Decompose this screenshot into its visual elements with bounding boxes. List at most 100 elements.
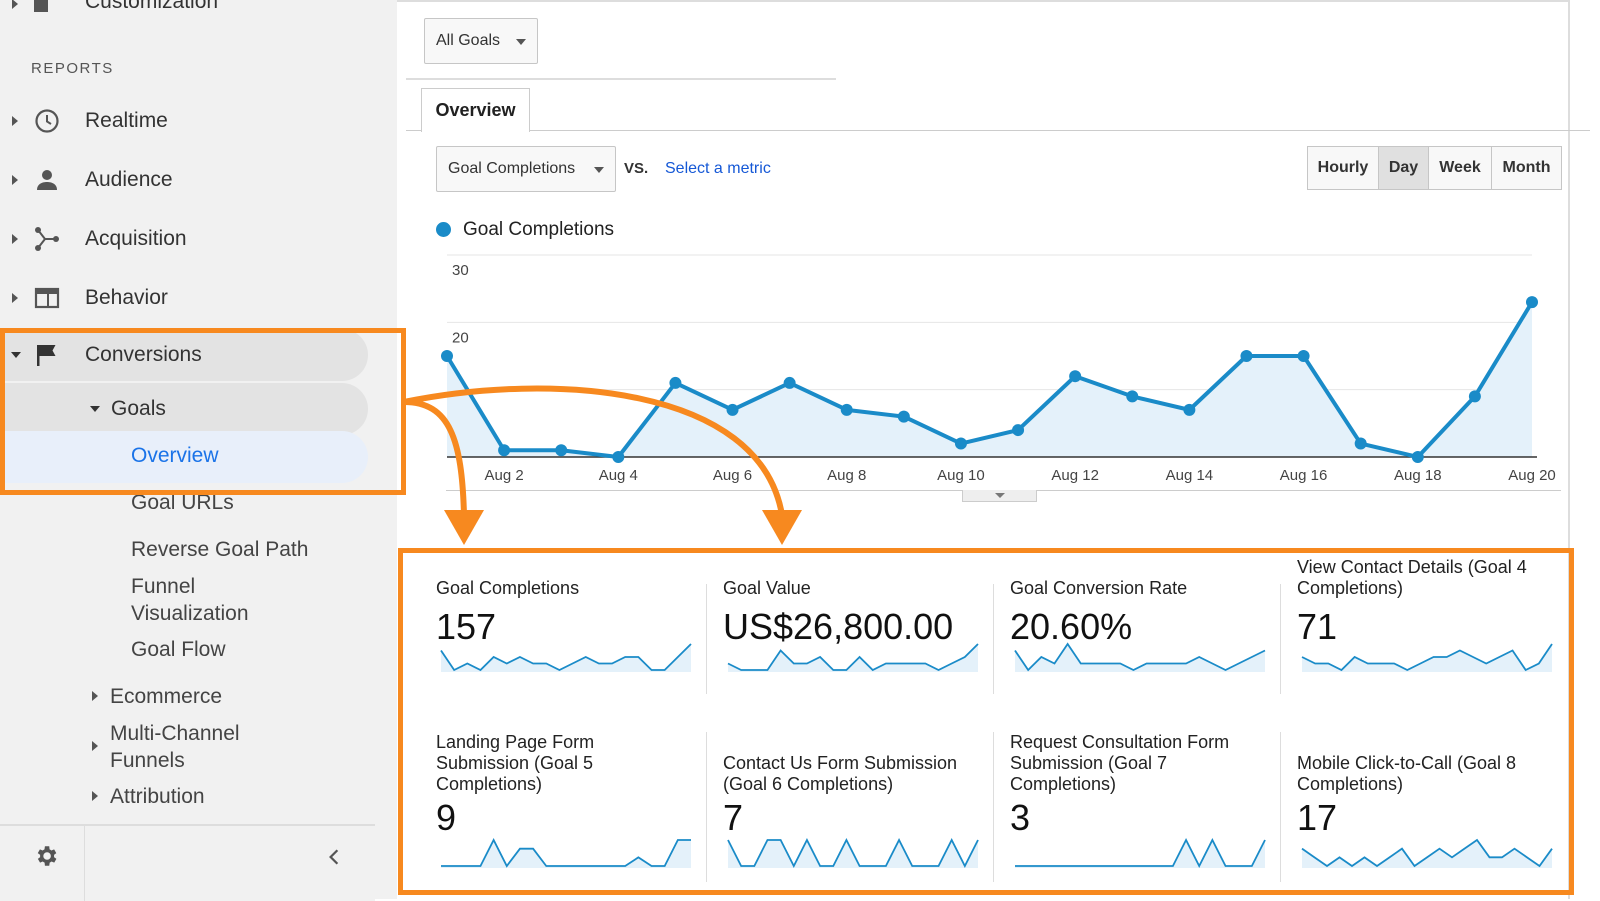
month-button[interactable]: Month — [1491, 146, 1562, 190]
sparkline-area — [1302, 840, 1552, 868]
x-tick-label: Aug 12 — [1051, 467, 1099, 484]
data-point[interactable] — [1069, 370, 1082, 383]
data-point[interactable] — [1297, 350, 1310, 362]
acquisition-icon — [35, 227, 59, 251]
sparkline-line — [1014, 642, 1266, 672]
data-point[interactable] — [783, 376, 796, 389]
sidebar-item-ecommerce[interactable]: Ecommerce — [110, 685, 223, 708]
data-point[interactable] — [954, 437, 967, 450]
data-point[interactable] — [1468, 390, 1481, 403]
sidebar-item-acquisition[interactable]: Acquisition — [0, 216, 380, 262]
data-point[interactable] — [1526, 296, 1538, 309]
caret-right-icon — [92, 791, 98, 801]
sidebar-item-attribution[interactable]: Attribution — [110, 785, 205, 808]
data-point[interactable] — [441, 350, 453, 362]
metric-sparkline — [727, 838, 979, 868]
sidebar-item-conversions[interactable]: Conversions — [0, 332, 360, 378]
sparkline-line — [1015, 838, 1266, 868]
day-button[interactable]: Day — [1378, 146, 1429, 190]
data-point[interactable] — [726, 403, 739, 416]
metric-dropdown[interactable]: Goal Completions — [436, 146, 616, 192]
collapse-chevron-icon[interactable] — [325, 848, 343, 866]
caret-right-icon — [12, 293, 18, 303]
tab-baseline — [406, 130, 1590, 131]
sidebar-item-label: Realtime — [85, 109, 168, 132]
metric-sparkline — [1301, 838, 1553, 868]
dropdown-arrow-icon — [516, 39, 526, 45]
reports-heading: REPORTS — [31, 60, 114, 77]
data-point[interactable] — [498, 444, 511, 457]
sidebar-item-goal-urls[interactable]: Goal URLs — [131, 491, 234, 514]
metric-value: 3 — [1010, 797, 1031, 838]
legend-dot — [436, 222, 451, 237]
select-metric-link[interactable]: Select a metric — [665, 160, 771, 177]
selector-underline — [406, 78, 836, 80]
week-button[interactable]: Week — [1428, 146, 1492, 190]
metric-sparkline — [1014, 642, 1266, 672]
metric-value: 9 — [436, 797, 457, 838]
highlight-box-metrics — [398, 548, 1574, 895]
data-point[interactable] — [1354, 437, 1367, 450]
sidebar-item-multi-channel-funnels[interactable]: Multi-Channel Funnels — [110, 722, 240, 772]
sparkline-line — [1301, 838, 1553, 868]
footer-divider — [84, 826, 85, 901]
top-border — [397, 0, 1570, 2]
hourly-button[interactable]: Hourly — [1307, 146, 1379, 190]
tab-overview[interactable]: Overview — [421, 88, 530, 132]
arrow-curve-left — [403, 399, 467, 516]
metric-divider — [1280, 584, 1281, 694]
data-point[interactable] — [1126, 390, 1139, 403]
metric-title: Mobile Click-to-Call (Goal 8 Completions… — [1297, 753, 1517, 794]
x-tick-label: Aug 20 — [1508, 467, 1556, 484]
chart-resize-handle[interactable] — [962, 490, 1037, 502]
person-icon — [37, 170, 57, 190]
data-point[interactable] — [555, 444, 568, 457]
metric-value: 7 — [723, 797, 744, 838]
metric-value: 71 — [1297, 606, 1338, 647]
data-point[interactable] — [840, 403, 853, 416]
data-point[interactable] — [669, 376, 682, 389]
gear-icon[interactable] — [33, 843, 59, 869]
metric-divider — [993, 732, 994, 882]
sidebar-item-reverse-goal-path[interactable]: Reverse Goal Path — [131, 538, 309, 561]
sidebar-item-overview[interactable]: Overview — [131, 444, 219, 467]
data-point[interactable] — [1240, 350, 1253, 362]
x-tick-label: Aug 18 — [1394, 467, 1442, 484]
data-point[interactable] — [612, 451, 625, 463]
sidebar-item-realtime[interactable]: Realtime — [0, 98, 380, 144]
sparkline-line — [440, 643, 692, 672]
all-goals-dropdown[interactable]: All Goals — [424, 18, 538, 64]
x-tick-label: Aug 16 — [1280, 467, 1328, 484]
arrow-head-left — [444, 510, 484, 545]
sparkline-line — [1301, 643, 1553, 672]
y-tick-label: 20 — [452, 329, 469, 346]
metric-divider — [1280, 732, 1281, 882]
x-tick-label: Aug 4 — [599, 467, 638, 484]
caret-down-icon — [11, 352, 21, 358]
data-point[interactable] — [1183, 403, 1196, 416]
metric-divider — [706, 584, 707, 694]
metric-sparkline — [1301, 643, 1553, 672]
sidebar-item-goal-flow[interactable]: Goal Flow — [131, 638, 226, 661]
vs-label: VS. — [624, 160, 649, 177]
customization-item[interactable]: Customization — [0, 0, 380, 18]
metric-value: 17 — [1297, 797, 1338, 838]
sparkline-area — [1302, 644, 1552, 672]
metric-title: Goal Value — [723, 578, 811, 598]
metric-title: Landing Page Form Submission (Goal 5 Com… — [436, 732, 595, 794]
sidebar-item-goals[interactable]: Goals — [0, 386, 360, 432]
data-point[interactable] — [1012, 424, 1025, 437]
sidebar-item-label: Goals — [111, 397, 166, 420]
sidebar-item-funnel-visualization[interactable]: Funnel Visualization — [131, 575, 249, 625]
data-point[interactable] — [897, 410, 910, 423]
data-point[interactable] — [1411, 451, 1424, 463]
sparkline-area — [441, 644, 691, 672]
sparkline-area — [1015, 644, 1265, 672]
customization-label: Customization — [85, 0, 219, 13]
metric-value: US$26,800.00 — [723, 606, 954, 647]
caret-right-icon — [92, 741, 98, 751]
sidebar-item-audience[interactable]: Audience — [0, 157, 380, 203]
sidebar-item-behavior[interactable]: Behavior — [0, 275, 380, 321]
highlight-box-sidebar — [0, 328, 406, 495]
sidebar-item-label: Acquisition — [85, 227, 187, 250]
